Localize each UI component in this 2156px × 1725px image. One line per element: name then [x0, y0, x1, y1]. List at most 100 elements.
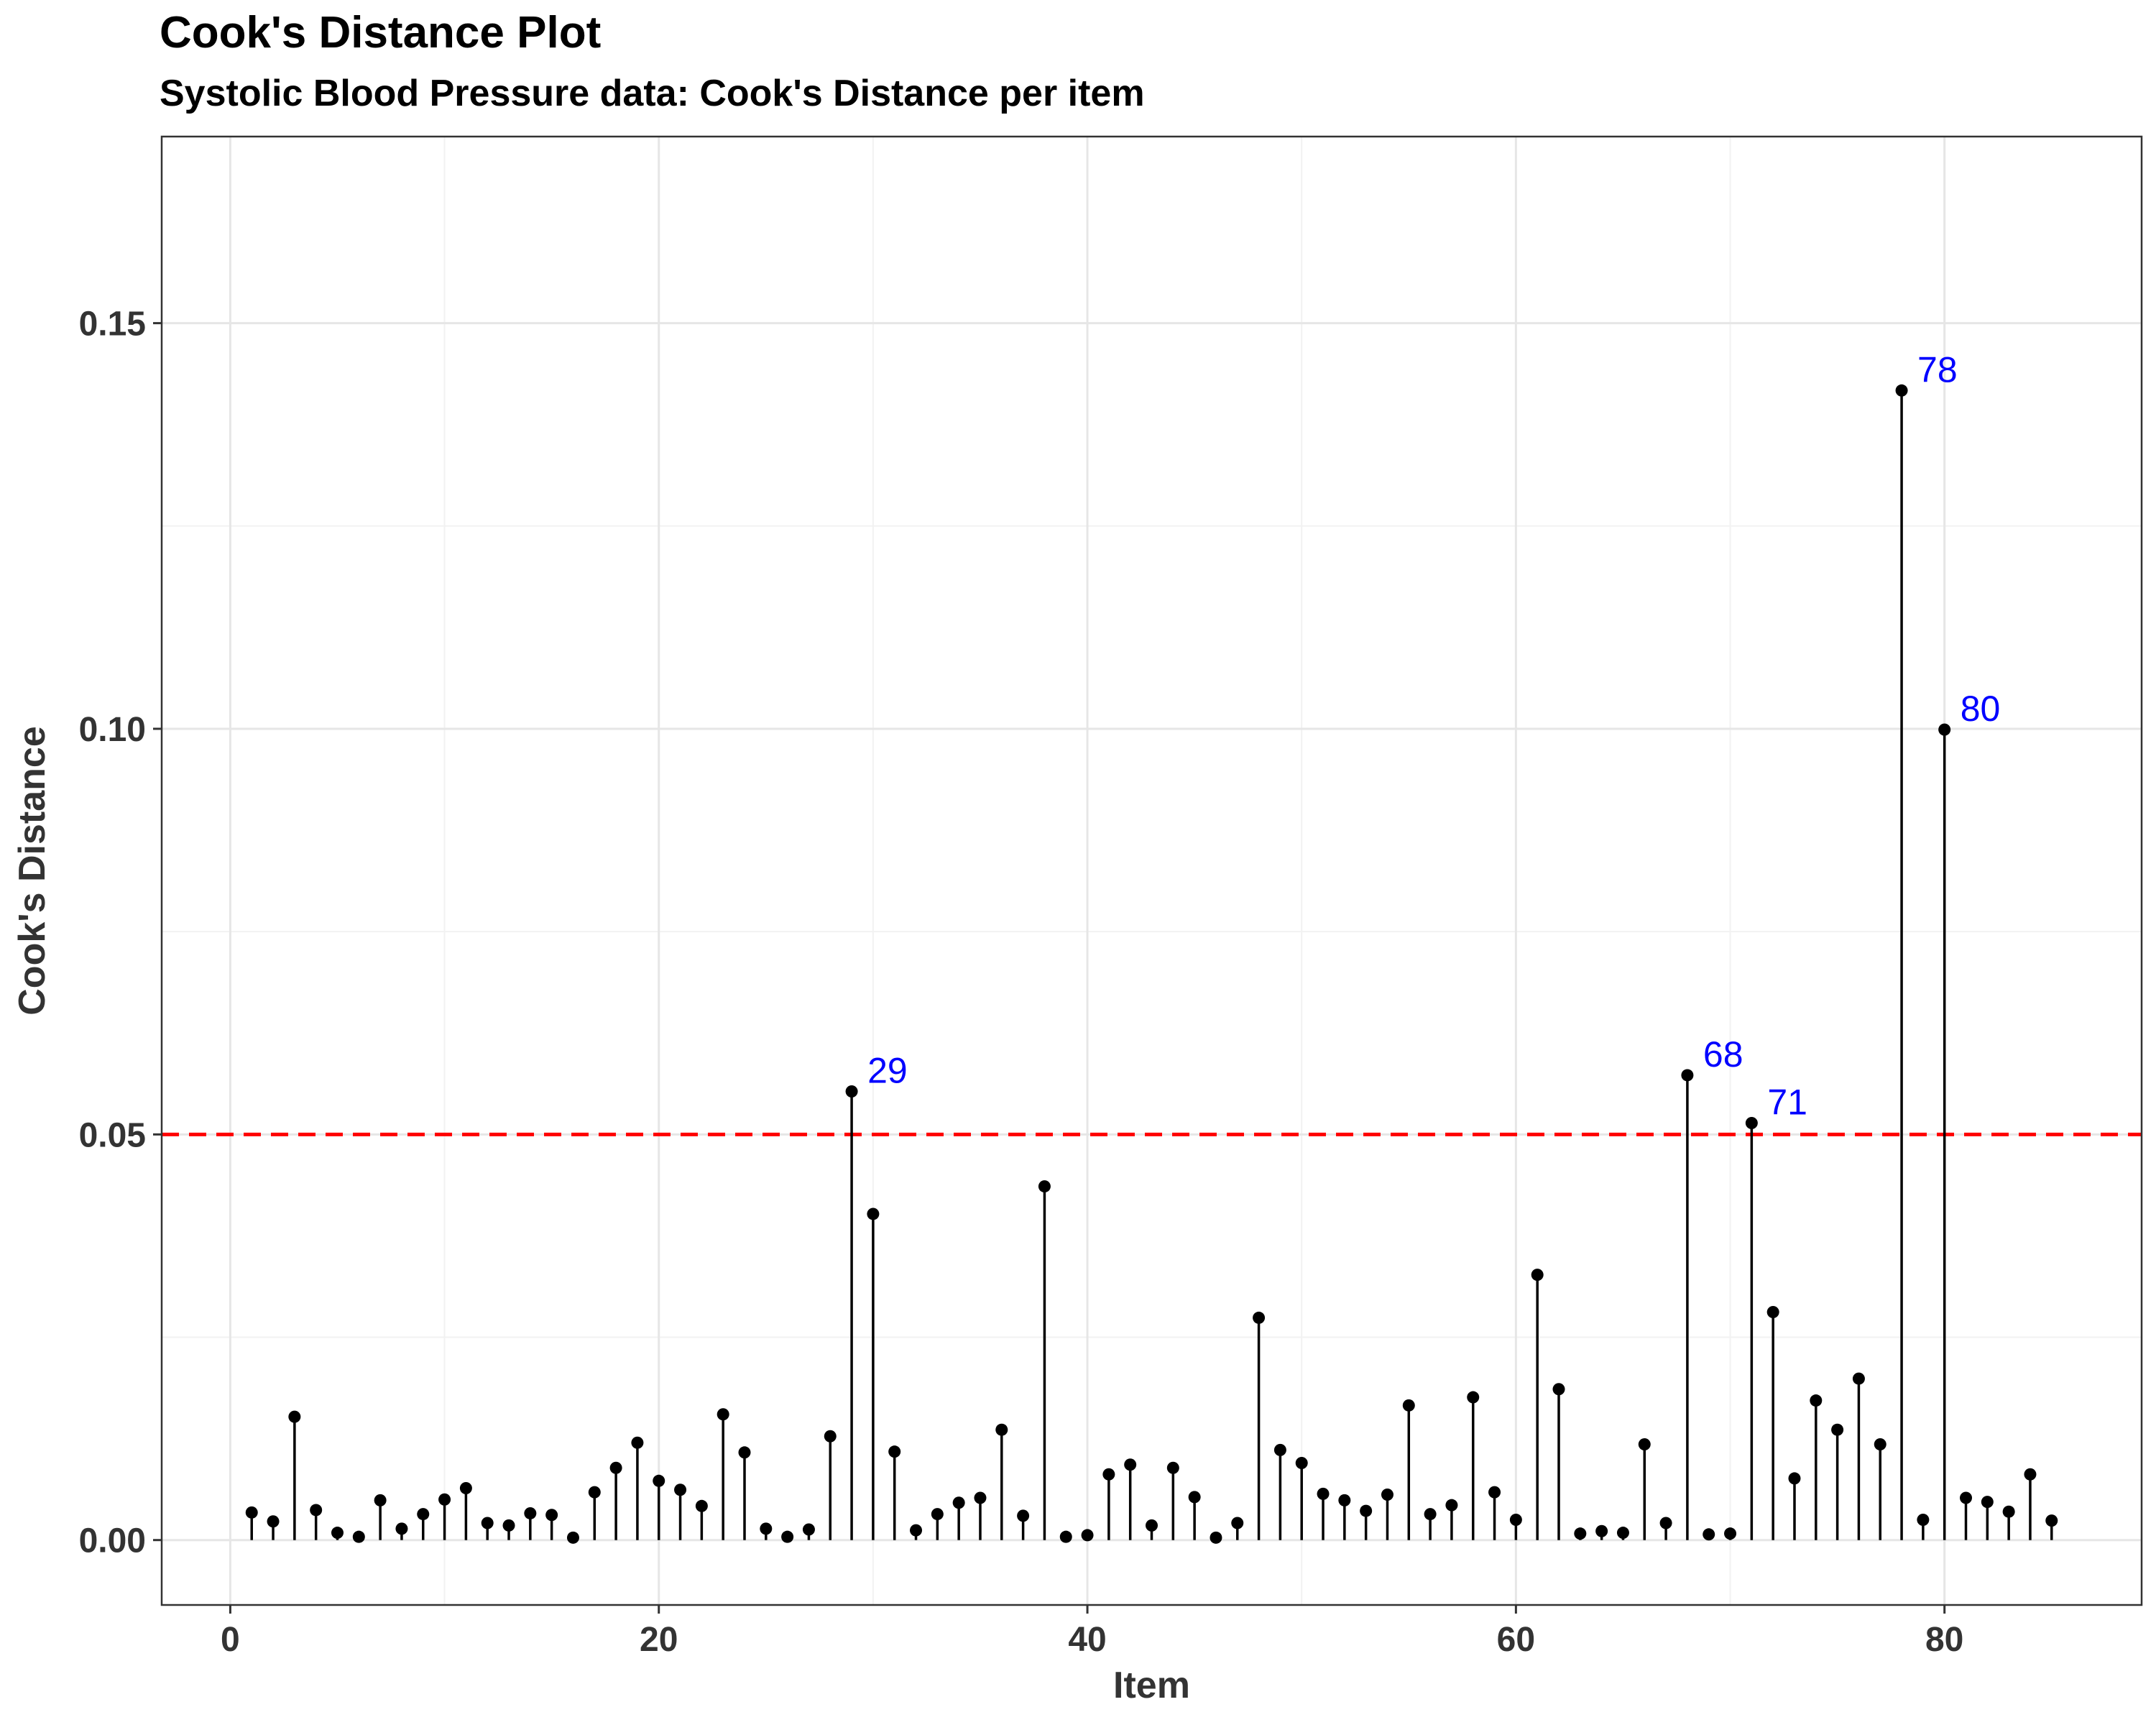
point-item-72	[1766, 1306, 1779, 1319]
point-item-12	[481, 1517, 494, 1530]
x-tick-label: 0	[221, 1621, 240, 1659]
point-item-63	[1574, 1527, 1587, 1540]
point-item-2	[267, 1515, 280, 1528]
point-item-59	[1488, 1486, 1501, 1499]
point-item-69	[1703, 1528, 1715, 1541]
point-item-75	[1831, 1423, 1844, 1436]
point-item-20	[653, 1474, 665, 1487]
point-item-53	[1360, 1504, 1373, 1517]
point-item-58	[1467, 1391, 1480, 1404]
y-tick-label: 0.15	[79, 305, 146, 344]
outlier-label-78: 78	[1917, 349, 1958, 390]
point-layer	[245, 384, 2058, 1544]
point-item-18	[609, 1461, 622, 1474]
y-tick-label: 0.05	[79, 1116, 146, 1154]
outlier-label-68: 68	[1703, 1034, 1743, 1075]
point-item-6	[352, 1530, 365, 1543]
outlier-label-80: 80	[1961, 689, 2001, 729]
point-item-56	[1424, 1508, 1437, 1521]
point-item-8	[395, 1522, 408, 1535]
point-item-1	[245, 1506, 258, 1519]
point-item-65	[1616, 1527, 1629, 1540]
point-item-27	[802, 1523, 815, 1536]
outlier-label-71: 71	[1767, 1082, 1807, 1123]
point-item-3	[288, 1410, 301, 1423]
point-item-11	[459, 1481, 472, 1494]
point-item-55	[1402, 1399, 1415, 1412]
point-item-9	[417, 1508, 430, 1521]
point-item-83	[2002, 1505, 2015, 1518]
point-item-41	[1102, 1468, 1115, 1481]
point-item-46	[1210, 1531, 1222, 1544]
point-item-21	[674, 1484, 687, 1496]
point-item-68	[1681, 1069, 1694, 1082]
point-item-17	[588, 1486, 601, 1499]
y-axis-title: Cook's Distance	[11, 726, 53, 1016]
point-item-30	[867, 1208, 880, 1220]
x-axis-title: Item	[1113, 1665, 1190, 1706]
point-item-81	[1960, 1491, 1973, 1504]
point-item-49	[1273, 1443, 1286, 1456]
point-item-16	[566, 1531, 579, 1544]
point-item-48	[1253, 1311, 1266, 1324]
point-item-47	[1231, 1517, 1244, 1530]
point-item-28	[824, 1430, 837, 1443]
x-tick-label: 80	[1925, 1621, 1963, 1659]
point-item-4	[310, 1504, 323, 1517]
point-item-25	[760, 1522, 773, 1535]
point-item-19	[631, 1436, 644, 1449]
point-item-42	[1124, 1458, 1137, 1471]
point-item-60	[1509, 1513, 1522, 1526]
point-item-13	[502, 1519, 515, 1532]
point-item-37	[1017, 1509, 1030, 1522]
point-item-52	[1338, 1494, 1351, 1506]
x-tick-label: 40	[1068, 1621, 1106, 1659]
point-item-76	[1852, 1372, 1865, 1385]
point-item-34	[952, 1496, 965, 1509]
outlier-label-29: 29	[867, 1051, 908, 1091]
point-item-80	[1938, 723, 1951, 736]
point-item-71	[1745, 1117, 1758, 1130]
x-tick-label: 60	[1497, 1621, 1535, 1659]
point-item-78	[1895, 384, 1908, 397]
point-item-36	[995, 1423, 1008, 1436]
point-item-23	[717, 1408, 729, 1421]
point-item-33	[931, 1508, 944, 1521]
chart-title: Cook's Distance Plot	[160, 8, 602, 58]
point-item-64	[1595, 1524, 1608, 1537]
point-item-15	[545, 1509, 558, 1522]
point-item-85	[2045, 1514, 2058, 1527]
point-item-38	[1038, 1180, 1051, 1193]
point-item-14	[524, 1506, 537, 1519]
point-item-44	[1166, 1461, 1179, 1474]
point-item-24	[738, 1446, 751, 1459]
point-item-77	[1874, 1438, 1886, 1451]
label-layer: 29 68 71 78 80	[867, 349, 2000, 1122]
point-item-35	[974, 1491, 987, 1504]
point-item-62	[1552, 1383, 1565, 1396]
point-item-39	[1059, 1530, 1072, 1543]
point-item-32	[910, 1524, 923, 1537]
point-item-51	[1317, 1487, 1330, 1500]
axis-layer: 0.00 0.05 0.10 0.15 0 20 40 60 80	[79, 305, 1964, 1659]
point-item-31	[888, 1445, 901, 1458]
point-item-54	[1381, 1488, 1393, 1501]
chart-subtitle: Systolic Blood Pressure data: Cook's Dis…	[160, 73, 1145, 114]
grid-layer	[162, 137, 2142, 1605]
point-item-29	[845, 1085, 858, 1098]
point-item-79	[1917, 1513, 1930, 1526]
point-item-7	[374, 1494, 387, 1506]
point-item-70	[1724, 1527, 1737, 1540]
panel-border	[160, 135, 2143, 1606]
point-item-82	[1981, 1496, 1994, 1509]
point-item-57	[1445, 1499, 1458, 1512]
y-tick-label: 0.10	[79, 711, 146, 749]
y-tick-label: 0.00	[79, 1522, 146, 1560]
point-item-50	[1295, 1456, 1308, 1469]
point-item-84	[2024, 1468, 2037, 1481]
stem-layer	[250, 390, 2053, 1540]
point-item-22	[695, 1499, 708, 1512]
point-item-43	[1146, 1519, 1158, 1532]
point-item-74	[1810, 1394, 1823, 1407]
